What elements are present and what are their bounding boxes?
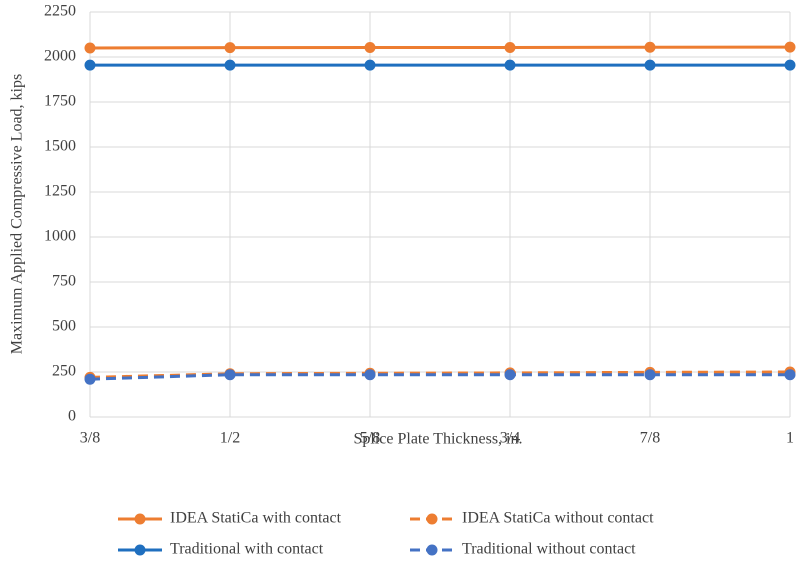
y-axis-label: Maximum Applied Compressive Load, kips	[9, 74, 26, 354]
x-tick-label: 1	[786, 430, 794, 447]
data-point	[84, 59, 96, 71]
data-point	[224, 42, 236, 54]
data-point	[84, 373, 96, 385]
y-tick-label: 1250	[44, 183, 76, 200]
x-tick-label: 7/8	[640, 430, 660, 447]
data-point	[644, 369, 656, 381]
y-tick-label: 1500	[44, 138, 76, 155]
data-point	[784, 369, 796, 381]
data-point	[364, 369, 376, 381]
series-line	[89, 373, 790, 381]
y-tick-label: 1750	[44, 93, 76, 110]
data-point	[644, 41, 656, 53]
data-point	[364, 41, 376, 53]
x-tick-label: 3/8	[80, 430, 100, 447]
legend-marker	[426, 513, 438, 525]
legend-label: Traditional without contact	[462, 541, 636, 558]
data-point	[224, 369, 236, 381]
x-tick-label: 5/8	[360, 430, 380, 447]
data-point	[504, 369, 516, 381]
data-point	[84, 42, 96, 54]
x-tick-label: 3/4	[500, 430, 520, 447]
legend-marker	[134, 513, 146, 525]
x-axis-label: Splice Plate Thickness, in.	[353, 431, 522, 448]
y-tick-label: 0	[68, 408, 76, 425]
data-point	[504, 59, 516, 71]
legend-marker	[426, 544, 438, 556]
series-line	[89, 45, 791, 50]
x-tick-label: 1/2	[220, 430, 240, 447]
y-tick-label: 1000	[44, 228, 76, 245]
data-point	[784, 59, 796, 71]
legend-label: Traditional with contact	[170, 541, 324, 558]
legend-label: IDEA StatiCa with contact	[170, 510, 342, 527]
data-point	[784, 41, 796, 53]
y-tick-label: 500	[52, 318, 76, 335]
y-tick-label: 250	[52, 363, 76, 380]
y-tick-label: 2250	[44, 3, 76, 20]
data-point	[364, 59, 376, 71]
legend-marker	[134, 544, 146, 556]
legend-label: IDEA StatiCa without contact	[462, 510, 654, 527]
y-tick-label: 2000	[44, 48, 76, 65]
data-point	[504, 41, 516, 53]
data-point	[644, 59, 656, 71]
data-point	[224, 59, 236, 71]
y-tick-label: 750	[52, 273, 76, 290]
